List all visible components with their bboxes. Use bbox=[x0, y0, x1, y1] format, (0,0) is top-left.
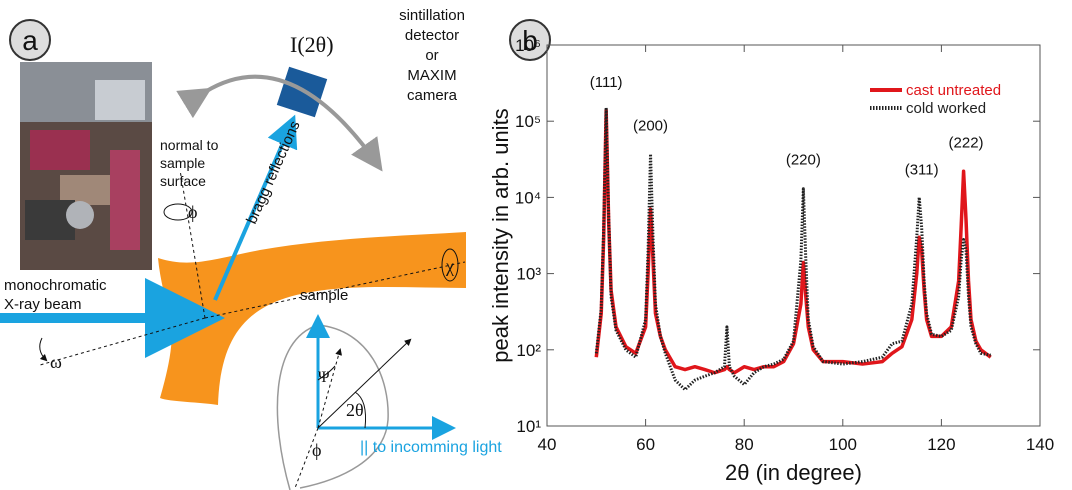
peak-label: (111) bbox=[590, 74, 623, 91]
sample bbox=[158, 232, 466, 405]
x-tick-label: 140 bbox=[1026, 435, 1054, 454]
x-tick-label: 100 bbox=[829, 435, 857, 454]
chi-rotation bbox=[441, 248, 459, 282]
panel-circle bbox=[509, 19, 551, 61]
photo bbox=[20, 62, 152, 270]
y-tick-label: 10¹ bbox=[516, 417, 541, 436]
peak-label: (220) bbox=[786, 152, 821, 169]
y-axis-label: peak intensity in arb. units bbox=[488, 108, 513, 362]
omega-arrow bbox=[39, 337, 48, 362]
chi: χ bbox=[445, 256, 454, 276]
x-tick-label: 120 bbox=[927, 435, 955, 454]
panel-label: a bbox=[22, 25, 38, 56]
peak-label: (311) bbox=[905, 161, 939, 178]
x-tick-label: 80 bbox=[735, 435, 754, 454]
beam-text: X-ray beam bbox=[4, 296, 82, 313]
panel-a: a I(2θ) sintillation detector or MAXIM c… bbox=[0, 7, 502, 490]
detector-symbol: I(2θ) bbox=[290, 32, 334, 57]
y-tick-label: 10⁵ bbox=[515, 112, 541, 131]
normal-axis bbox=[179, 169, 206, 319]
rotation-arc bbox=[176, 74, 383, 172]
sample-text: sample bbox=[300, 287, 348, 304]
panel-circle bbox=[9, 19, 51, 61]
y-tick-label: 10³ bbox=[516, 265, 541, 284]
y-tick-label: 10⁶ bbox=[515, 36, 541, 55]
detector-text: detector bbox=[405, 27, 459, 44]
x-axis-label: 2θ (in degree) bbox=[725, 460, 862, 485]
phi-rotation bbox=[163, 203, 193, 221]
sample-axis bbox=[204, 261, 466, 319]
panel-label: b bbox=[522, 25, 538, 56]
phi-top: ϕ bbox=[188, 202, 197, 222]
peak-label: (222) bbox=[949, 135, 984, 152]
omega-axis bbox=[39, 317, 206, 366]
legend-label: cold worked bbox=[906, 100, 986, 117]
plot-frame bbox=[546, 44, 1041, 427]
normal-text: surface bbox=[160, 173, 206, 189]
detector-text: camera bbox=[407, 87, 458, 104]
omega: ω bbox=[50, 352, 62, 372]
detector-text: MAXIM bbox=[407, 67, 456, 84]
panel-b: 40 60 80 100 120 140 10¹ 10² 10³ 10⁴ 10⁵ 10⁶ 2θ (in … bbox=[488, 36, 1054, 485]
beam-text: monochromatic bbox=[4, 277, 107, 294]
incoming-text: || to incomming light bbox=[360, 439, 502, 456]
y-tick-label: 10² bbox=[516, 341, 541, 360]
legend-label: cast untreated bbox=[906, 82, 1001, 99]
angle-sketch bbox=[276, 314, 456, 490]
phi-bottom: ϕ bbox=[312, 440, 321, 460]
x-tick-label: 60 bbox=[636, 435, 655, 454]
normal-text: sample bbox=[160, 155, 205, 171]
y-tick-label: 10⁴ bbox=[515, 188, 541, 207]
peak-label: (200) bbox=[633, 118, 668, 135]
normal-text: normal to bbox=[160, 137, 219, 153]
two-theta-sketch: 2θ bbox=[346, 400, 364, 420]
detector-text: or bbox=[425, 47, 438, 64]
series-line bbox=[594, 106, 991, 392]
bragg-text: bragg reflections bbox=[243, 118, 304, 226]
detector-text: sintillation bbox=[399, 7, 465, 24]
x-tick-label: 40 bbox=[538, 435, 557, 454]
psi: Ψ bbox=[318, 369, 330, 386]
